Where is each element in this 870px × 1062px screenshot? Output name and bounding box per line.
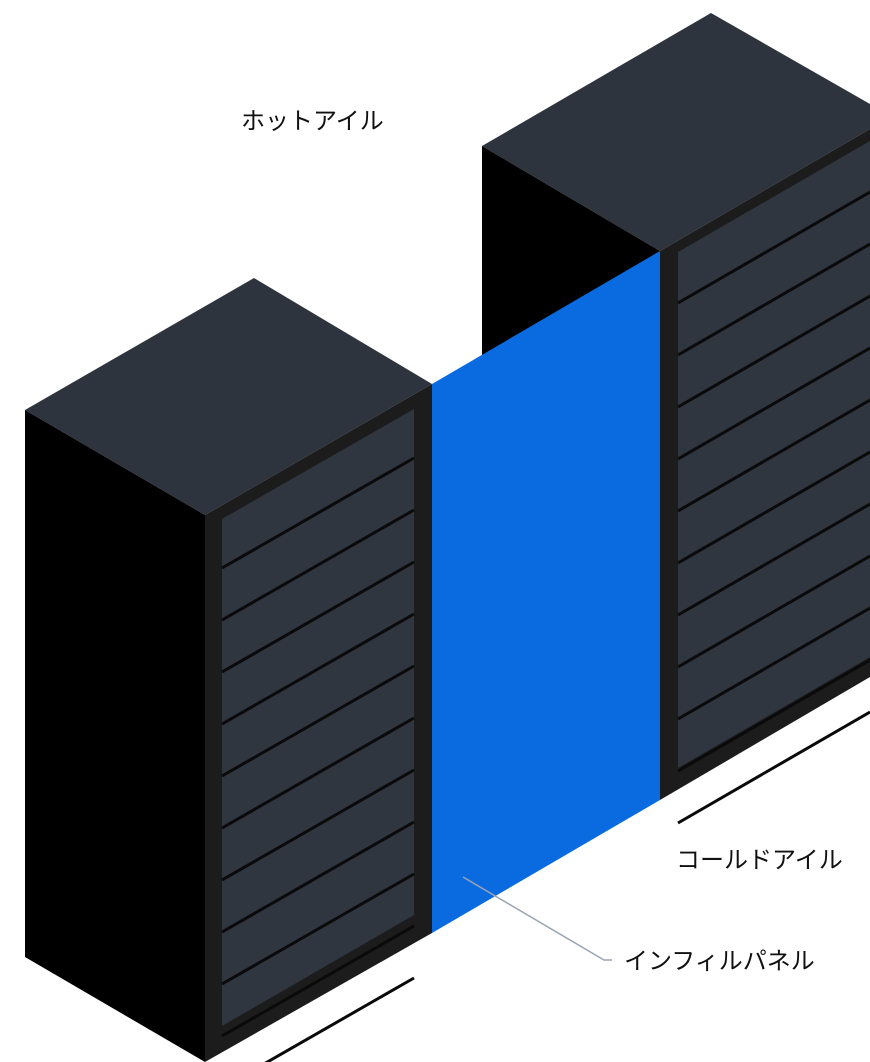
left-rack-slot-line xyxy=(221,560,415,674)
left-rack-slot-line xyxy=(221,456,415,570)
left-rack-slot-line xyxy=(221,820,415,934)
left-rack-top xyxy=(25,278,432,515)
left-rack-side xyxy=(25,410,205,1062)
hot-aisle-label: ホットアイル xyxy=(241,108,384,135)
infill-panel-leader-line xyxy=(462,876,612,961)
left-rack-slot-line xyxy=(221,924,415,1038)
left-rack-slot-line xyxy=(221,664,415,778)
left-rack-slot-line xyxy=(264,976,415,1062)
left-rack-slot-line xyxy=(221,872,415,986)
right-rack-slot-line xyxy=(677,398,870,513)
right-rack-slot-line xyxy=(677,710,870,825)
right-rack-slot-line xyxy=(677,294,870,409)
left-rack-front-face xyxy=(222,409,414,1026)
infill-panel-label: インフィルパネル xyxy=(624,948,815,975)
right-rack-slots xyxy=(677,190,870,825)
right-rack-top xyxy=(482,13,870,251)
left-rack xyxy=(25,278,432,1062)
left-rack-slot-line xyxy=(221,768,415,882)
left-rack-slot-line xyxy=(221,508,415,622)
right-rack-slot-line xyxy=(677,190,870,305)
left-rack-slots xyxy=(221,456,415,1062)
right-rack-slot-line xyxy=(677,606,870,721)
right-rack-slot-line xyxy=(677,346,870,461)
left-rack-slot-line xyxy=(221,612,415,726)
right-rack-slot-line xyxy=(677,450,870,565)
right-rack-slot-line xyxy=(677,242,870,357)
cold-aisle-label: コールドアイル xyxy=(676,847,843,874)
right-rack-slot-line xyxy=(677,658,870,773)
right-rack-slot-line xyxy=(677,554,870,669)
right-rack-slot-line xyxy=(677,502,870,617)
left-rack-slot-line xyxy=(221,716,415,830)
infill-panel xyxy=(432,251,660,933)
